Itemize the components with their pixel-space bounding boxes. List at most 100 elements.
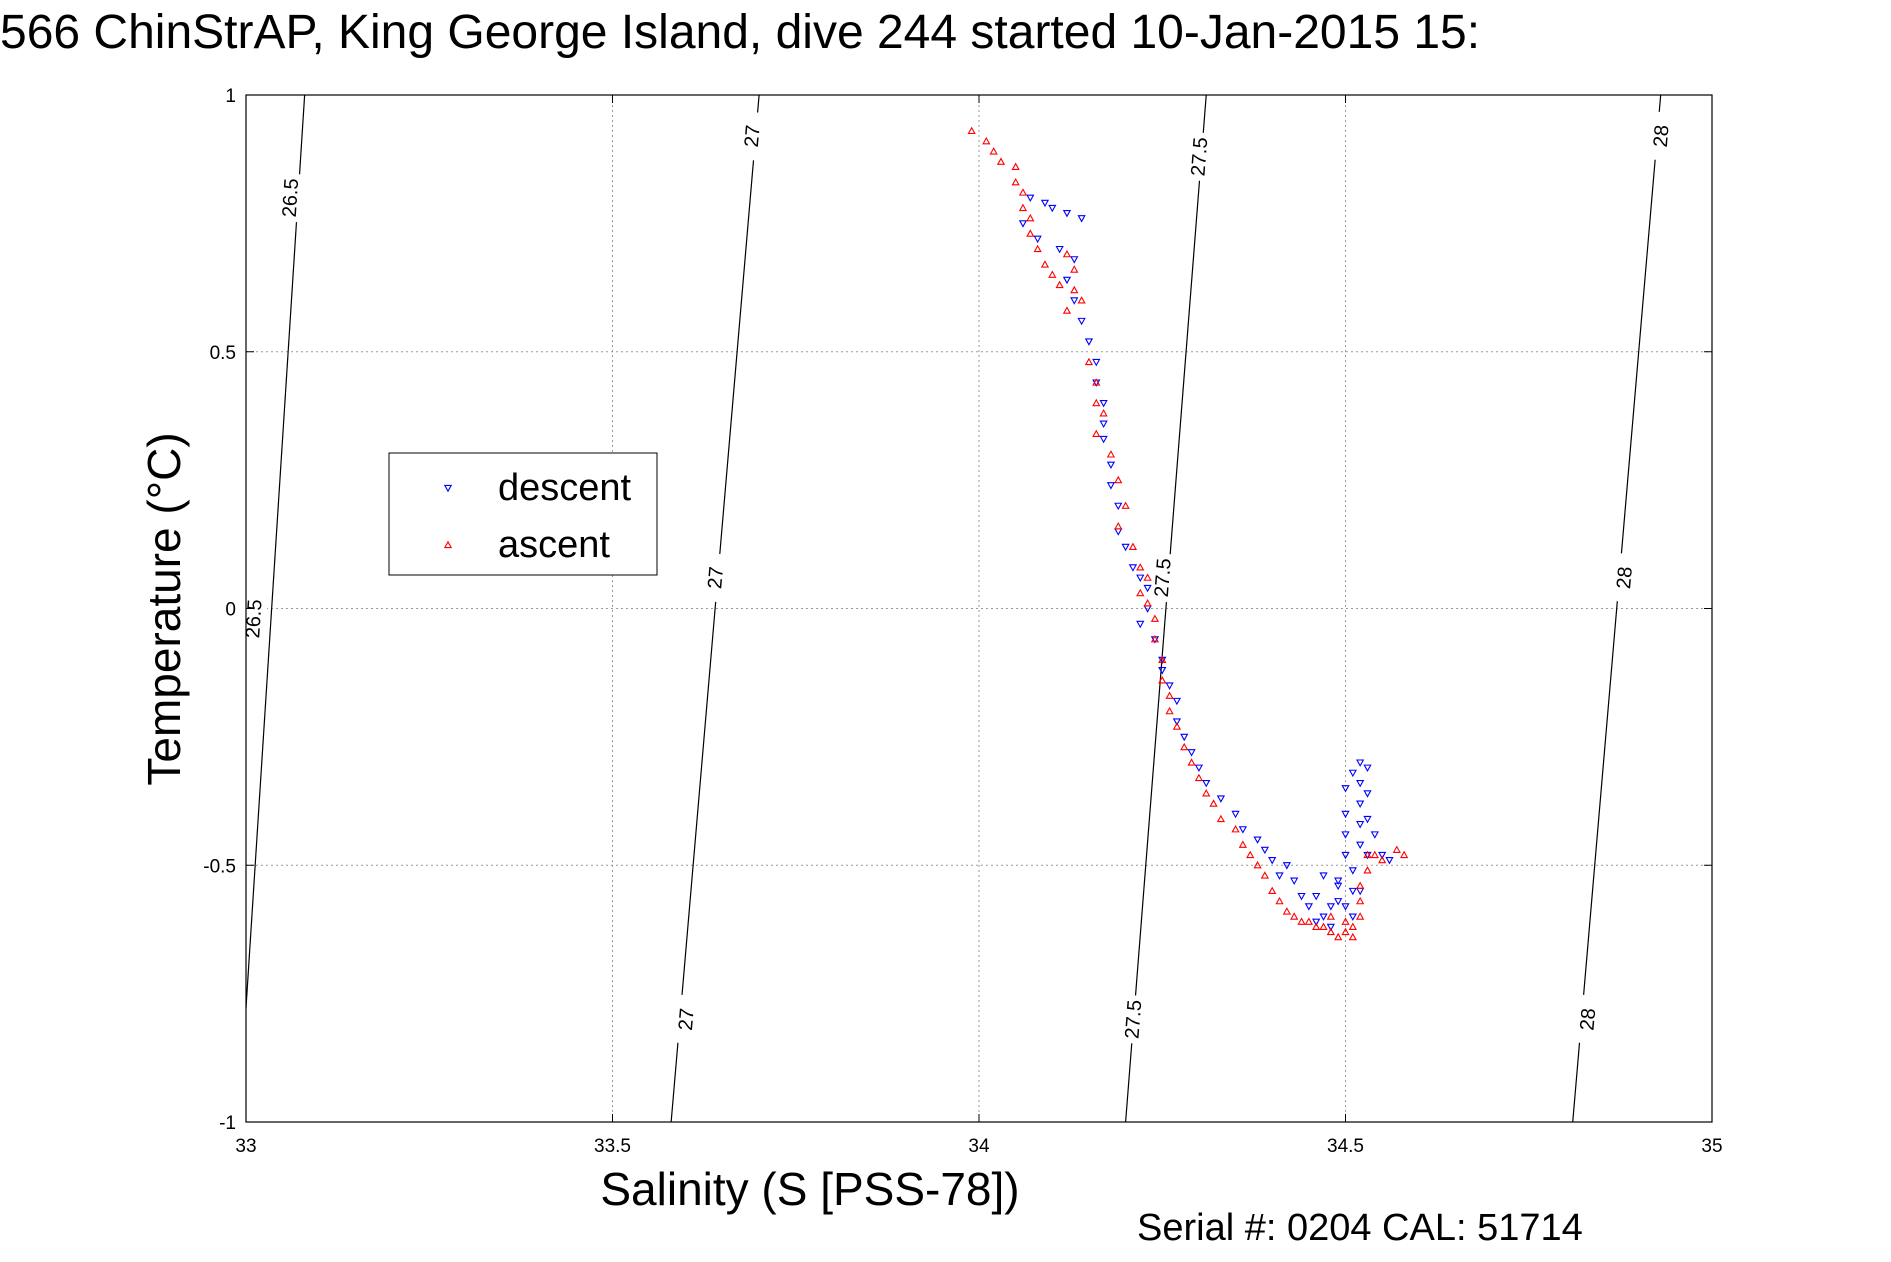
ascent-point (1092, 378, 1101, 386)
contour-label: 27.5 (1151, 557, 1176, 598)
legend-label-ascent: ascent (498, 524, 610, 566)
ascent-point (1238, 840, 1248, 848)
descent-point (1319, 913, 1328, 921)
ascent-point (1084, 357, 1094, 366)
descent-point (1268, 857, 1277, 865)
serial-cal-label: Serial #: 0204 CAL: 51714 (1137, 1207, 1583, 1249)
descent-point (1187, 749, 1196, 757)
ascent-point (1136, 588, 1145, 597)
y-tick-label: 1 (225, 86, 236, 107)
legend-label-descent: descent (498, 467, 632, 509)
y-axis-label: Temperature (°C) (138, 432, 190, 785)
ascent-point (1077, 296, 1086, 304)
ascent-point (1363, 866, 1372, 874)
contour-label-bg (736, 111, 767, 162)
ascent-point (1194, 773, 1204, 782)
ascent-point (1033, 244, 1042, 253)
ascent-point (1319, 922, 1328, 930)
ascent-point (1356, 896, 1365, 905)
descent-point (1326, 923, 1335, 932)
axis-ticks: 33 33.5 34 34.5 35 -1 -0.5 0 0.5 1 (203, 86, 1722, 1157)
contour-label: 27 (675, 1007, 699, 1031)
ascent-point (1062, 306, 1072, 314)
descent-point (1356, 841, 1365, 850)
ascent-point (1356, 881, 1365, 889)
descent-point (1341, 831, 1350, 839)
ascent-point (996, 157, 1006, 165)
descent-point (1297, 892, 1306, 901)
ascent-point (1268, 886, 1277, 895)
ascent-point (1348, 922, 1357, 930)
descent-point (1194, 764, 1204, 773)
descent-point (1282, 862, 1291, 870)
ascent-point (1062, 249, 1072, 258)
ascent-point (1011, 177, 1020, 186)
descent-point (1121, 543, 1130, 552)
ascent-point (1187, 758, 1196, 766)
ascent-point (1136, 563, 1145, 571)
ascent-point (1018, 188, 1028, 196)
ascent-point (1165, 691, 1174, 699)
descent-point (1128, 564, 1138, 572)
ascent-point (1209, 799, 1218, 807)
ascent-point (1202, 789, 1211, 797)
descent-point (1260, 846, 1270, 855)
descent-point (1040, 199, 1050, 208)
descent-point (1062, 276, 1072, 285)
ascent-point (1356, 912, 1365, 920)
contour-label: 27 (704, 566, 728, 590)
contour-label-bg (1184, 131, 1214, 182)
contour-label-bg (1118, 994, 1148, 1045)
contour-label: 27.5 (1121, 999, 1146, 1040)
contour-label-bg (1645, 111, 1676, 162)
descent-point (1334, 882, 1343, 891)
ascent-point (1106, 450, 1116, 458)
contour-label: 28 (1650, 124, 1674, 148)
descent-point (1312, 892, 1321, 901)
ascent-point (1158, 655, 1167, 663)
ascent-point (1304, 917, 1313, 925)
ascent-point (1392, 845, 1401, 853)
ascent-point (1172, 722, 1182, 730)
ascent-point (1143, 599, 1152, 607)
ascent-point (1312, 922, 1321, 930)
descent-point (1238, 826, 1248, 834)
descent-point (1304, 903, 1313, 911)
descent-point (1385, 857, 1394, 865)
contour-label-bg (700, 552, 731, 603)
x-tick-label: 34.5 (1327, 1136, 1364, 1157)
x-tick-label: 33.5 (594, 1136, 631, 1157)
legend-marker-ascent (443, 540, 453, 549)
ascent-point (1055, 280, 1064, 289)
ascent-point (967, 126, 976, 135)
descent-point (1070, 297, 1079, 305)
descent-point (1363, 764, 1372, 773)
ascent-point (1334, 932, 1343, 941)
descent-point (1055, 245, 1064, 254)
descent-point (1077, 317, 1086, 326)
descent-point (1018, 220, 1028, 228)
descent-point (1312, 918, 1321, 927)
descent-point (1106, 482, 1116, 490)
descent-point (1370, 831, 1379, 839)
descent-point (1033, 235, 1042, 244)
descent-point (1341, 785, 1350, 793)
ascent-point (1092, 398, 1101, 407)
ascent-point (1326, 912, 1335, 920)
ascent-point (1326, 927, 1335, 936)
descent-point (1158, 667, 1167, 675)
ascent-point (1011, 162, 1020, 170)
ascent-point (1158, 676, 1167, 684)
descent-point (1070, 256, 1079, 264)
series-ascent (967, 126, 1409, 941)
descent-point (1319, 872, 1328, 880)
descent-point (1143, 584, 1152, 593)
descent-point (1348, 769, 1357, 778)
descent-point (1341, 851, 1350, 860)
x-tick-label: 35 (1701, 1136, 1722, 1157)
grid-layer (246, 95, 1712, 1122)
ascent-point (1400, 850, 1409, 859)
ascent-point (1143, 573, 1152, 581)
